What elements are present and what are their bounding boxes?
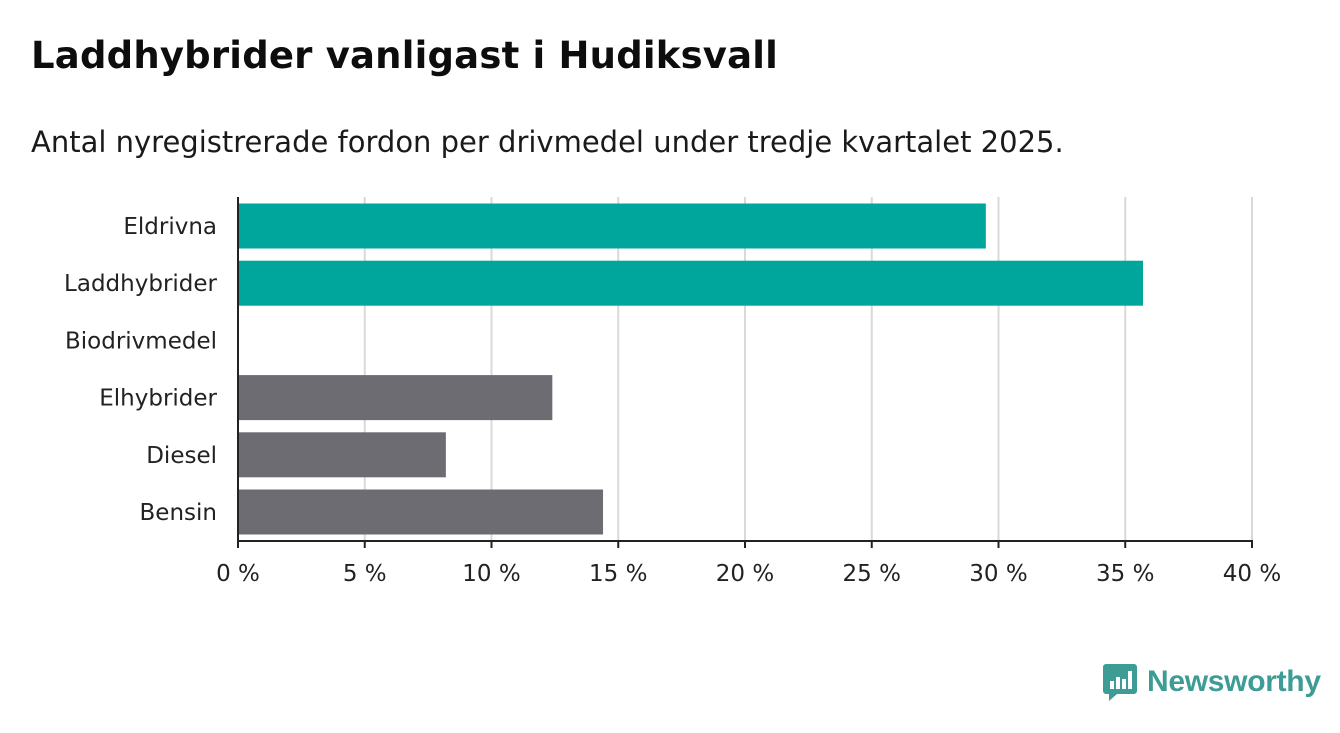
gridlines xyxy=(363,197,1253,540)
bar-laddhybrider xyxy=(238,260,1143,306)
category-label-elhybrider: Elhybrider xyxy=(99,386,217,412)
x-tick-label-15: 15 % xyxy=(589,561,647,587)
bars xyxy=(238,203,1143,535)
x-tick-label-0: 0 % xyxy=(216,561,260,587)
chart-title: Laddhybrider vanligast i Hudiksvall xyxy=(31,34,779,77)
x-tick-label-35: 35 % xyxy=(1096,561,1154,587)
x-tick-label-5: 5 % xyxy=(343,561,387,587)
category-labels: Eldrivna Laddhybrider Biodrivmedel Elhybrid… xyxy=(64,214,217,526)
category-label-laddhybrider: Laddhybrider xyxy=(64,271,217,297)
x-tick-label-10: 10 % xyxy=(462,561,520,587)
bar-elhybrider xyxy=(238,375,553,421)
x-tick-label-20: 20 % xyxy=(716,561,774,587)
bar-diesel xyxy=(238,432,446,478)
bar-bensin xyxy=(238,489,604,535)
x-tick-label-40: 40 % xyxy=(1223,561,1281,587)
category-label-bensin: Bensin xyxy=(140,500,217,526)
brand-logo: Newsworthy xyxy=(1103,662,1321,702)
category-label-diesel: Diesel xyxy=(146,443,217,469)
brand-name: Newsworthy xyxy=(1147,665,1321,698)
chart-subtitle: Antal nyregistrerade fordon per drivmede… xyxy=(31,125,1064,159)
bar-eldrivna xyxy=(238,203,986,249)
newsworthy-logo-icon xyxy=(1103,664,1137,701)
x-tick-label-25: 25 % xyxy=(843,561,901,587)
category-label-biodrivmedel: Biodrivmedel xyxy=(65,328,217,354)
x-tick-label-30: 30 % xyxy=(969,561,1027,587)
category-label-eldrivna: Eldrivna xyxy=(123,214,217,240)
x-axis: 0 % 5 % 10 % 15 % 20 % 25 % 30 % 35 % 40 % xyxy=(216,197,1281,587)
